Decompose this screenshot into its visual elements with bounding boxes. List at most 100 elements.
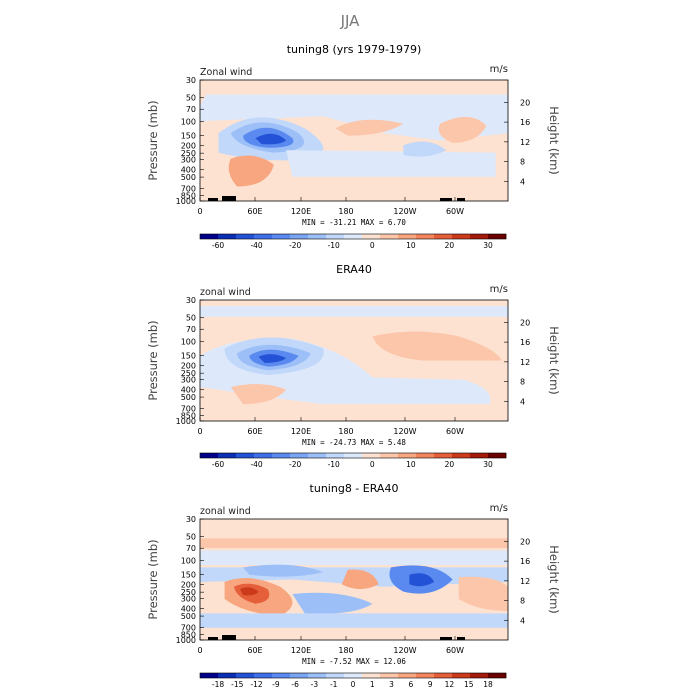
x-tick-label: 0 — [197, 207, 202, 216]
colorbar-label: 30 — [483, 241, 493, 250]
height-tick-label: 20 — [520, 98, 530, 107]
colorbar-swatch — [470, 234, 489, 239]
pressure-tick-label: 50 — [186, 533, 196, 542]
colorbar-swatch — [308, 234, 327, 239]
colorbar-label: 1 — [370, 680, 375, 689]
contour-region — [341, 569, 379, 590]
colorbar-swatch — [416, 453, 435, 458]
x-tick-label: 120W — [393, 646, 416, 655]
x-tick-label: 60W — [446, 427, 464, 436]
colorbar-label: 20 — [445, 460, 455, 469]
colorbar-swatch — [290, 234, 309, 239]
topography — [208, 198, 218, 201]
contour-region — [255, 133, 287, 145]
colorbar-swatch — [452, 453, 471, 458]
contour-region — [200, 613, 508, 628]
colorbar: -18 -15 -12 -9 -6 -3 -1 0 1 3 6 9 12 15 18 — [199, 672, 507, 689]
chart-panel: tuning8 (yrs 1979-1979) Zonal wind m/s 30 50… — [146, 43, 561, 250]
units-label: m/s — [490, 503, 508, 514]
colorbar-label: 30 — [483, 460, 493, 469]
pressure-tick-label: 500 — [181, 393, 196, 402]
colorbar-label: 3 — [389, 680, 394, 689]
height-tick-label: 12 — [520, 138, 530, 147]
contour-region — [372, 331, 502, 361]
colorbar-label: 0 — [351, 680, 356, 689]
topography — [457, 198, 465, 201]
y2-axis-title: Height (km) — [547, 545, 561, 614]
colorbar-swatch — [308, 673, 327, 678]
contour-region — [200, 550, 508, 565]
colorbar-swatch — [434, 673, 453, 678]
pressure-tick-label: 200 — [181, 141, 196, 150]
colorbar-swatch — [236, 453, 255, 458]
pressure-tick-label: 50 — [186, 94, 196, 103]
colorbar-swatch — [326, 673, 345, 678]
pressure-tick-label: 70 — [186, 105, 196, 114]
x-tick-label: 0 — [197, 646, 202, 655]
colorbar-swatch — [416, 673, 435, 678]
plot-frame — [199, 299, 509, 422]
pressure-tick-label: 30 — [186, 296, 196, 305]
pressure-tick-label: 70 — [186, 325, 196, 334]
pressure-tick-label: 300 — [181, 155, 196, 164]
colorbar-swatch — [200, 234, 219, 239]
pressure-tick-label: 400 — [181, 604, 196, 613]
height-tick-label: 8 — [520, 158, 525, 167]
contour-region — [403, 141, 447, 157]
x-tick-label: 120E — [291, 207, 311, 216]
contour-region — [200, 306, 508, 317]
colorbar-swatch — [398, 673, 417, 678]
colorbar-swatch — [362, 234, 381, 239]
pressure-tick-label: 400 — [181, 385, 196, 394]
contour-region — [458, 576, 508, 611]
minmax-text: MIN = -7.52 MAX = 12.06 — [302, 657, 406, 666]
contour-region — [292, 592, 373, 614]
colorbar-swatch — [380, 673, 399, 678]
minmax-text: MIN = -31.21 MAX = 6.70 — [302, 218, 406, 227]
colorbar-swatch — [290, 453, 309, 458]
colorbar-swatch — [326, 453, 345, 458]
colorbar-label: -9 — [272, 680, 280, 689]
pressure-tick-label: 850 — [181, 191, 196, 200]
contour-region — [228, 155, 274, 187]
colorbar-label: -1 — [330, 680, 338, 689]
height-tick-label: 16 — [520, 118, 530, 127]
pressure-tick-label: 200 — [181, 361, 196, 370]
colorbar-swatch — [236, 673, 255, 678]
colorbar-label: -60 — [212, 460, 224, 469]
colorbar-swatch — [200, 673, 219, 678]
colorbar-swatch — [488, 673, 507, 678]
contour-region — [200, 627, 508, 640]
contour-region — [335, 119, 404, 136]
pressure-tick-label: 250 — [181, 149, 196, 158]
colorbar-label: -3 — [311, 680, 319, 689]
height-tick-label: 8 — [520, 378, 525, 387]
colorbar-swatch — [488, 453, 507, 458]
contour-region — [286, 150, 496, 177]
pressure-tick-label: 30 — [186, 515, 196, 524]
x-tick-label: 120W — [393, 427, 416, 436]
topography — [208, 637, 218, 640]
pressure-tick-label: 200 — [181, 580, 196, 589]
colorbar-label: 20 — [445, 241, 455, 250]
x-tick-label: 60W — [446, 646, 464, 655]
height-tick-label: 4 — [520, 397, 525, 406]
x-tick-label: 60E — [247, 207, 262, 216]
contour-region — [243, 564, 324, 577]
height-tick-label: 16 — [520, 557, 530, 566]
colorbar-swatch — [272, 673, 291, 678]
colorbar-swatch — [218, 234, 237, 239]
contour-region — [200, 94, 508, 107]
colorbar-label: 6 — [408, 680, 413, 689]
x-tick-label: 60E — [247, 427, 262, 436]
colorbar-swatch — [380, 453, 399, 458]
colorbar-label: -15 — [231, 680, 243, 689]
colorbar-label: -40 — [250, 460, 262, 469]
topography — [222, 196, 236, 201]
x-tick-label: 180 — [338, 646, 353, 655]
height-tick-label: 16 — [520, 338, 530, 347]
colorbar-label: 12 — [445, 680, 455, 689]
